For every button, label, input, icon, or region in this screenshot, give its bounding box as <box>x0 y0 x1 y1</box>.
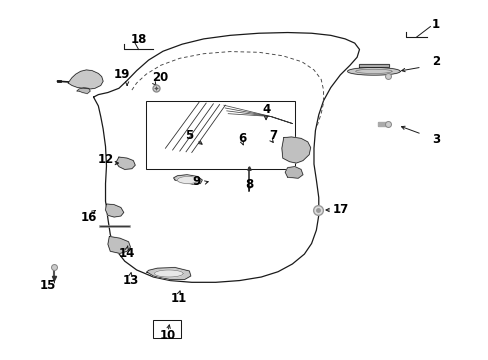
Text: 11: 11 <box>170 292 186 305</box>
Polygon shape <box>377 122 386 126</box>
Polygon shape <box>347 68 399 75</box>
Polygon shape <box>108 237 130 253</box>
Bar <box>153 320 181 338</box>
Polygon shape <box>285 167 303 178</box>
Text: 2: 2 <box>431 55 439 68</box>
Bar <box>146 100 294 170</box>
Text: 17: 17 <box>331 203 348 216</box>
Polygon shape <box>281 137 310 163</box>
Text: 3: 3 <box>431 133 439 146</box>
Polygon shape <box>105 204 123 217</box>
Polygon shape <box>146 267 190 279</box>
Text: 7: 7 <box>268 129 277 143</box>
Text: 4: 4 <box>262 103 270 116</box>
Polygon shape <box>358 64 388 67</box>
Polygon shape <box>77 87 90 94</box>
Text: 6: 6 <box>238 132 246 145</box>
Polygon shape <box>173 175 202 184</box>
Polygon shape <box>68 70 103 89</box>
Text: 13: 13 <box>122 274 138 287</box>
Text: 12: 12 <box>97 153 113 166</box>
Text: 14: 14 <box>119 247 135 260</box>
Polygon shape <box>154 270 183 277</box>
Text: 15: 15 <box>40 279 56 292</box>
Text: 20: 20 <box>152 71 168 84</box>
Text: 1: 1 <box>431 18 439 31</box>
Text: 18: 18 <box>131 33 147 46</box>
Text: 8: 8 <box>244 178 253 191</box>
Text: 9: 9 <box>192 175 200 188</box>
Text: 19: 19 <box>114 68 130 81</box>
Polygon shape <box>116 157 135 170</box>
Text: 16: 16 <box>81 211 97 224</box>
Text: 10: 10 <box>160 329 176 342</box>
Polygon shape <box>177 176 198 184</box>
Text: 5: 5 <box>185 129 193 143</box>
